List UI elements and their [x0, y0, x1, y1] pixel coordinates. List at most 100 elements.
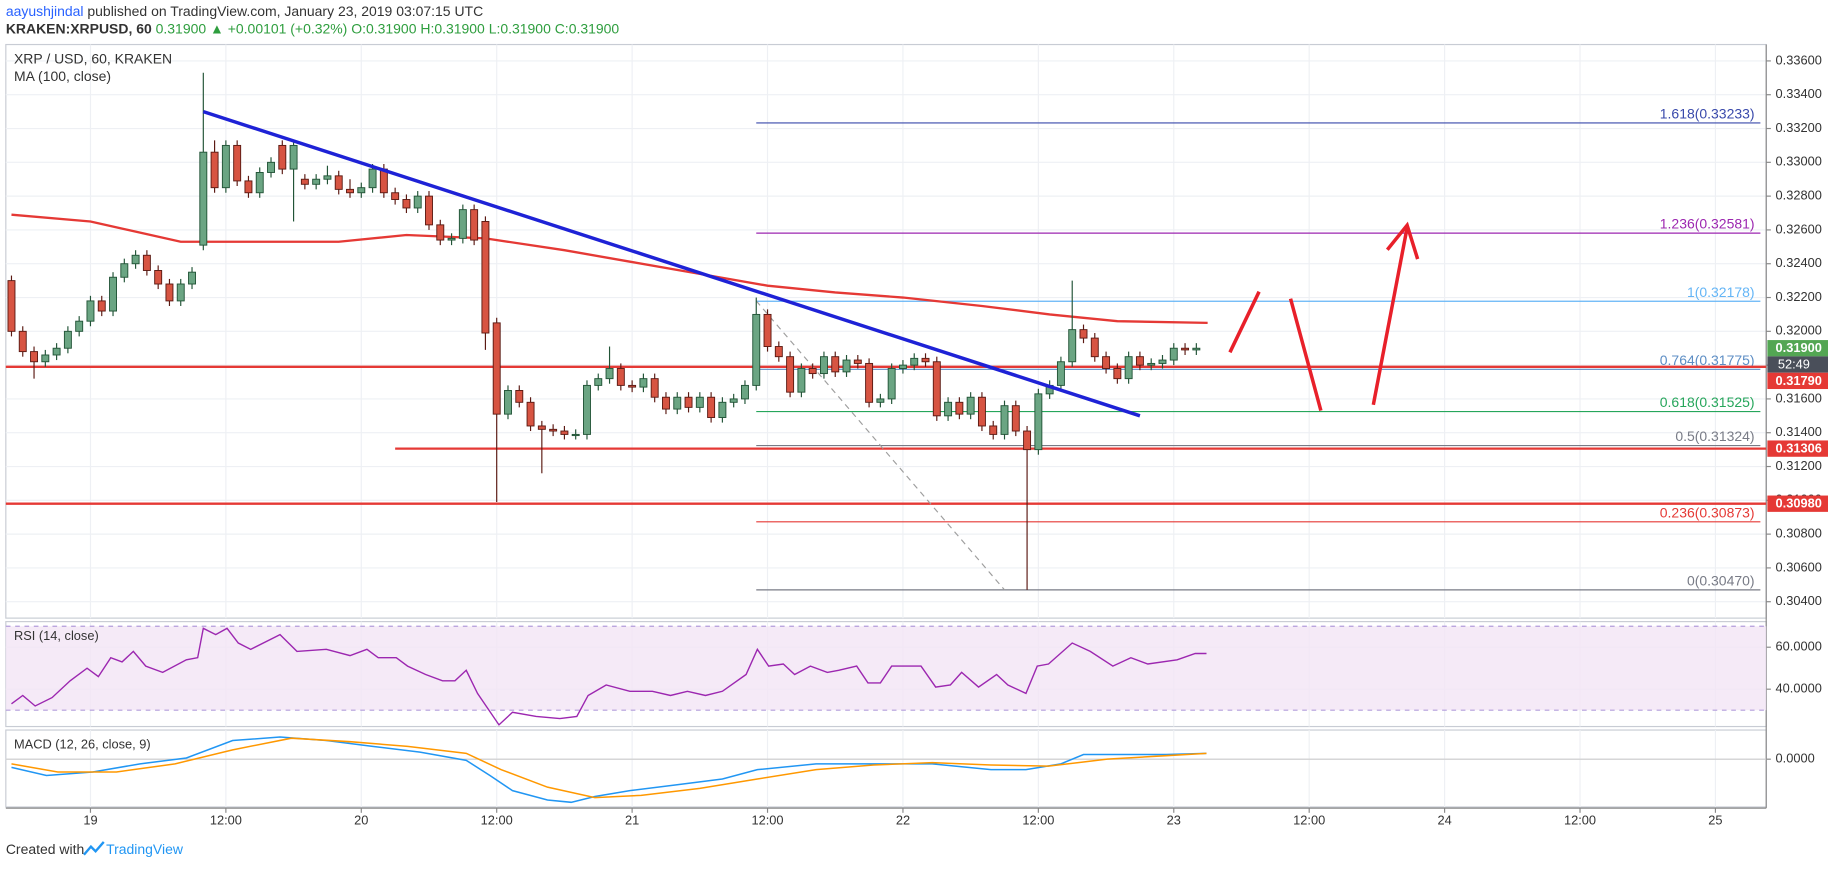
candle-body — [910, 357, 919, 366]
candle-body — [346, 188, 354, 194]
candle-body — [492, 322, 501, 415]
y-tick-label: 0.33600 — [1776, 52, 1822, 67]
candle-body — [120, 263, 129, 278]
fib-label: 0.5(0.31324) — [1675, 428, 1754, 444]
arrows — [1228, 221, 1420, 412]
price-badge-label: 0.30980 — [1776, 496, 1822, 511]
price-badge-label: 0.31900 — [1776, 340, 1822, 355]
candle-body — [673, 396, 682, 410]
rsi-band — [5, 626, 1767, 711]
x-tick-label: 12:00 — [1022, 812, 1054, 827]
candle-body — [1079, 329, 1088, 339]
candle-body — [887, 368, 896, 400]
candle-body — [842, 359, 851, 373]
x-tick-label: 12:00 — [481, 812, 513, 827]
arrow — [1371, 227, 1409, 406]
x-tick-label: 25 — [1708, 812, 1722, 827]
y-tick-label: 0.31600 — [1776, 390, 1822, 405]
trendline — [202, 109, 1141, 418]
candle-body — [921, 357, 930, 363]
y-tick-label: 0.33200 — [1776, 120, 1822, 135]
y-tick-label: 40.0000 — [1776, 681, 1822, 696]
candle-body — [255, 172, 264, 194]
candle-body — [278, 144, 287, 170]
fib-label: 0(0.30470) — [1687, 572, 1755, 588]
price-badge — [1767, 440, 1828, 457]
fib-dashed-line — [755, 300, 1005, 591]
fib-label: 1(0.32178) — [1687, 284, 1755, 300]
candle-body — [583, 384, 591, 435]
candle-body — [966, 396, 975, 415]
candle-body — [831, 356, 840, 373]
candle-body — [549, 428, 558, 432]
candle-body — [989, 425, 998, 435]
fib-label: 0.764(0.31775) — [1660, 352, 1755, 368]
candle-body — [458, 209, 467, 239]
candle-body — [7, 280, 16, 332]
header-line-2: KRAKEN:XRPUSD, 60 0.31900 ▲ +0.00101 (+0… — [6, 20, 620, 36]
candle-body — [639, 378, 648, 388]
candle-body — [955, 401, 964, 415]
candle-body — [165, 283, 174, 302]
candle-body — [752, 313, 761, 386]
candle-body — [707, 396, 716, 418]
candle-body — [1169, 347, 1178, 361]
candle-body — [244, 180, 253, 194]
y-tick-label: 60.0000 — [1776, 639, 1822, 654]
x-tick-label: 12:00 — [1293, 812, 1325, 827]
y-tick-label: 0.32600 — [1776, 221, 1822, 236]
candle-body — [368, 168, 377, 189]
y-tick-label: 0.31400 — [1776, 424, 1822, 439]
candle-body — [1113, 368, 1122, 380]
y-tick-label: 0.30400 — [1776, 593, 1822, 608]
candle-body — [334, 175, 343, 190]
candle-body — [300, 178, 309, 185]
candle-body — [176, 283, 185, 302]
fib-label: 1.618(0.33233) — [1660, 105, 1755, 121]
candle-body — [402, 199, 411, 209]
candle-body — [1158, 359, 1167, 364]
candle-body — [199, 151, 208, 246]
y-tick-label: 0.0000 — [1776, 751, 1815, 766]
arrow — [1228, 290, 1261, 354]
candle-body — [1192, 347, 1201, 351]
candle-body — [470, 209, 479, 241]
candle-body — [75, 320, 84, 332]
candle-body — [188, 271, 196, 285]
candle-body — [142, 254, 151, 271]
candle-body — [1023, 430, 1032, 451]
candle-body — [662, 396, 670, 410]
author[interactable]: aayushjindal — [6, 3, 84, 19]
candle-body — [526, 401, 535, 427]
candle-body — [729, 398, 738, 403]
candle-body — [481, 221, 490, 334]
candle-body — [797, 368, 806, 393]
candle-body — [650, 378, 659, 398]
fib-label: 0.236(0.30873) — [1660, 504, 1755, 520]
indicator-line — [11, 736, 1207, 804]
candle-body — [109, 276, 117, 312]
candle-body — [819, 356, 828, 375]
change: ▲ +0.00101 (+0.32%) — [210, 20, 347, 36]
candle-body — [932, 361, 941, 417]
candle-body — [1034, 393, 1043, 451]
footer-brand[interactable]: TradingView — [106, 841, 184, 857]
candle-body — [944, 401, 953, 417]
candle-body — [1056, 361, 1065, 386]
candle-body — [233, 144, 242, 182]
candle-body — [1102, 356, 1111, 369]
last-price: 0.31900 — [156, 20, 207, 36]
candle-body — [1011, 405, 1020, 432]
x-tick-label: 20 — [354, 812, 368, 827]
candle-body — [357, 187, 366, 194]
candle-body — [154, 270, 163, 285]
candle-body — [695, 396, 704, 408]
candle-body — [504, 390, 512, 415]
candle-body — [865, 362, 874, 403]
candle-body — [210, 151, 219, 189]
y-tick-label: 0.32800 — [1776, 188, 1822, 203]
candle-body — [1068, 329, 1077, 363]
x-tick-label: 12:00 — [1564, 812, 1596, 827]
